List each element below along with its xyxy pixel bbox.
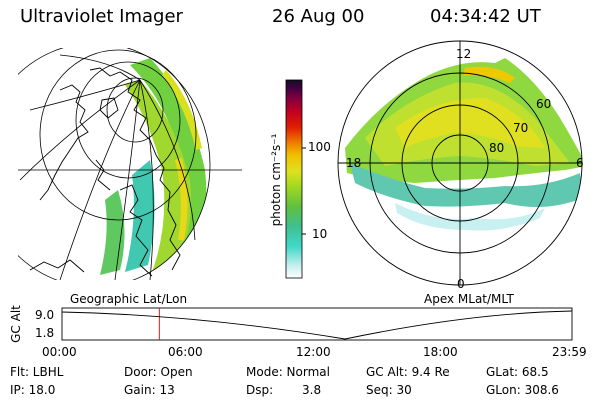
colorbar-tick-100: 100 (308, 140, 331, 154)
auroral-oval (345, 58, 582, 231)
altitude-ytick-9: 9.0 (35, 308, 55, 322)
graticule (18, 48, 242, 280)
info-seq: Seq: 30 (366, 383, 412, 397)
coastlines (29, 67, 181, 277)
mlat-label-60: 60 (536, 97, 552, 111)
info-dsp-label: Dsp: (246, 383, 274, 397)
polar-grid (337, 40, 583, 286)
aurora-emission (100, 58, 207, 280)
time-tick-0000: 00:00 (42, 345, 77, 359)
instrument-title: Ultraviolet Imager (20, 6, 183, 27)
colorbar (285, 79, 306, 279)
date-label: 26 Aug 00 (272, 6, 365, 27)
mlt-label-0: 0 (457, 277, 465, 291)
info-glon: GLon: 308.6 (486, 383, 559, 397)
time-tick-0600: 06:00 (168, 345, 203, 359)
info-door: Door: Open (124, 365, 193, 379)
geographic-panel-label: Geographic Lat/Lon (70, 292, 188, 306)
info-ip: IP: 18.0 (10, 383, 56, 397)
altitude-ylabel: GC Alt (9, 305, 23, 343)
mlt-label-6: 6 (576, 156, 584, 170)
time-label: 04:34:42 UT (430, 6, 541, 27)
mlat-label-80: 80 (489, 141, 505, 155)
altitude-ytick-1.8: 1.8 (35, 326, 55, 340)
info-mode: Mode: Normal (246, 365, 330, 379)
info-filter: Flt: LBHL (10, 365, 64, 379)
time-tick-2359: 23:59 (552, 345, 587, 359)
altitude-plot (61, 307, 573, 341)
time-tick-1200: 12:00 (296, 345, 331, 359)
info-gc-altitude: GC Alt: 9.4 Re (366, 365, 450, 379)
geographic-image-panel (18, 48, 242, 280)
info-glat: GLat: 68.5 (486, 365, 549, 379)
info-dsp-value: 3.8 (302, 383, 322, 397)
polar-image-panel (337, 40, 583, 286)
mlat-label-70: 70 (513, 121, 529, 135)
polar-panel-label: Apex MLat/MLT (424, 292, 514, 306)
colorbar-unit-label: photon cm⁻²s⁻¹ (269, 133, 283, 227)
mlt-label-18: 18 (346, 156, 362, 170)
mlt-label-12: 12 (456, 47, 472, 61)
info-gain: Gain: 13 (124, 383, 175, 397)
altitude-curve (61, 310, 573, 340)
colorbar-tick-10: 10 (312, 227, 328, 241)
time-tick-1800: 18:00 (423, 345, 458, 359)
